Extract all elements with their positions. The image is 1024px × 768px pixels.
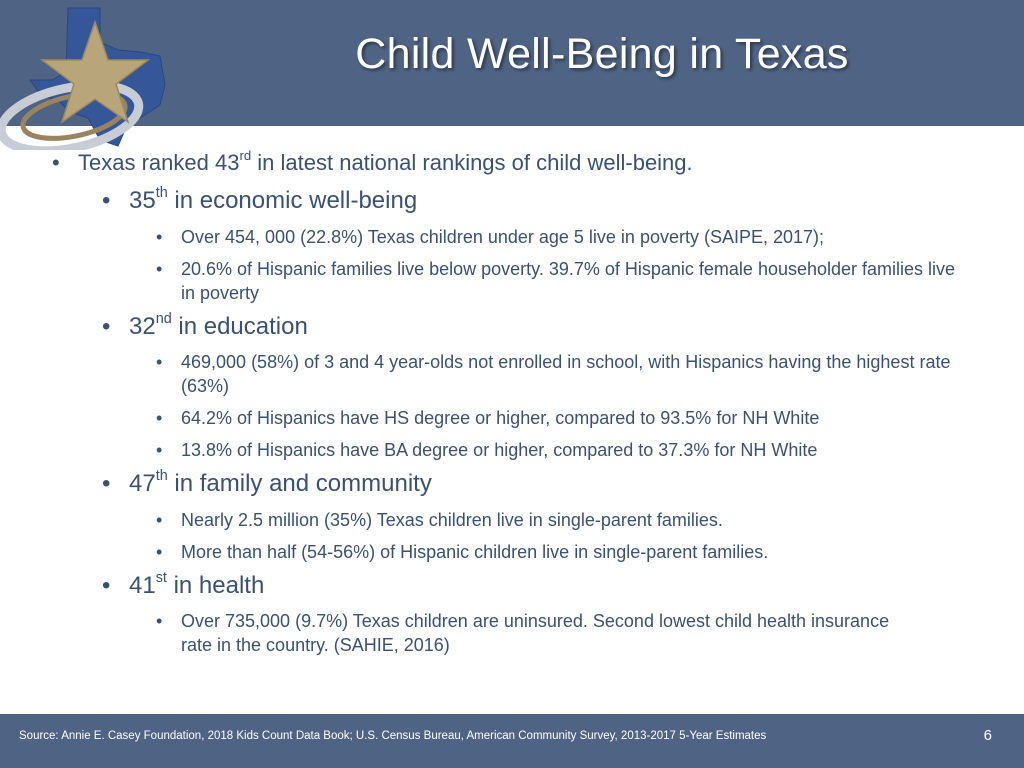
star-shape xyxy=(39,19,151,124)
bullet-dot: • xyxy=(156,408,163,428)
family-item: Nearly 2.5 million (35%) Texas children … xyxy=(181,510,723,530)
bullet-dot: • xyxy=(156,440,163,460)
education-item: 13.8% of Hispanics have BA degree or hig… xyxy=(181,440,818,460)
header-band: Child Well-Being in Texas xyxy=(0,0,1024,126)
bullet-dot: • xyxy=(156,611,163,631)
family-item: More than half (54-56%) of Hispanic chil… xyxy=(181,542,769,562)
bullet-dot: • xyxy=(102,313,111,340)
page-title: Child Well-Being in Texas xyxy=(355,30,849,78)
bullet-dot: • xyxy=(102,187,111,214)
bullet-dot: • xyxy=(156,542,163,562)
texas-star-logo-icon xyxy=(0,7,166,150)
page-number: 6 xyxy=(983,727,992,744)
swoosh-outer xyxy=(0,80,144,150)
bullet-dot: • xyxy=(156,227,163,247)
economic-item: 20.6% of Hispanic families live below po… xyxy=(181,259,956,303)
economic-heading: 35th in economic well-being xyxy=(129,185,418,214)
bullet-dot: • xyxy=(102,470,111,497)
footer-band: Source: Annie E. Casey Foundation, 2018 … xyxy=(0,714,1024,768)
health-heading: 41st in health xyxy=(129,570,265,599)
bullet-dot: • xyxy=(52,150,60,175)
health-item: Over 735,000 (9.7%) Texas children are u… xyxy=(181,611,890,655)
bullet-dot: • xyxy=(156,352,163,372)
education-heading: 32nd in education xyxy=(129,311,308,340)
family-heading: 47th in family and community xyxy=(129,468,432,497)
ranking-summary: Texas ranked 43rd in latest national ran… xyxy=(78,148,693,175)
education-item: 469,000 (58%) of 3 and 4 year-olds not e… xyxy=(181,352,951,396)
source-citation: Source: Annie E. Casey Foundation, 2018 … xyxy=(19,730,767,742)
education-item: 64.2% of Hispanics have HS degree or hig… xyxy=(181,408,820,428)
content-area: • Texas ranked 43rd in latest national r… xyxy=(52,148,956,655)
bullet-dot: • xyxy=(156,259,163,279)
bullet-dot: • xyxy=(156,510,163,530)
bullet-dot: • xyxy=(102,572,111,599)
economic-item: Over 454, 000 (22.8%) Texas children und… xyxy=(181,227,825,247)
